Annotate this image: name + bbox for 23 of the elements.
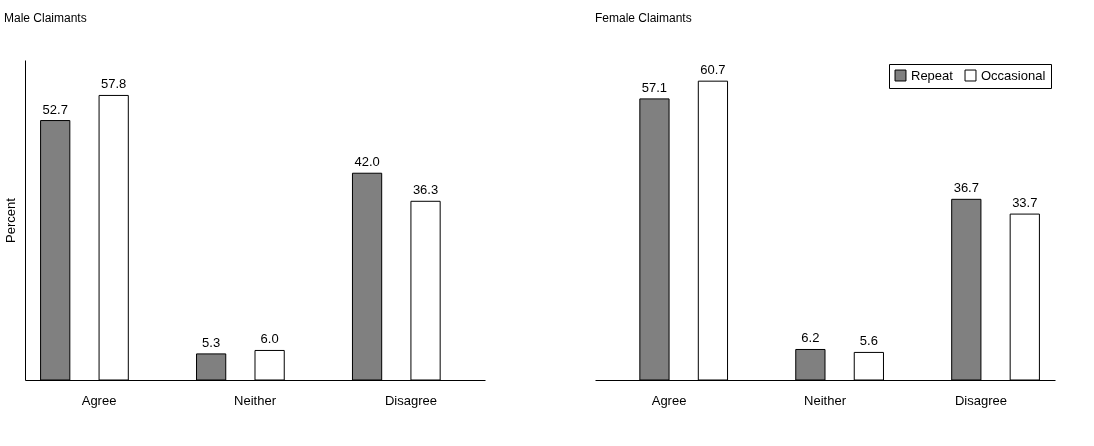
x-tick-label: Disagree (384, 392, 437, 408)
x-tick-label: Agree (81, 392, 117, 408)
chart-title: Male Claimants (4, 11, 87, 25)
x-tick-label: Neither (804, 392, 847, 408)
x-tick-label: Disagree (954, 392, 1007, 408)
data-label: 6.0 (260, 331, 279, 347)
data-label: 5.3 (202, 334, 221, 350)
data-label: 42.0 (354, 154, 380, 170)
data-label: 5.6 (859, 333, 878, 349)
x-tick-label: Agree (651, 392, 687, 408)
legend-label: Repeat (911, 67, 954, 83)
data-label: 52.7 (42, 101, 68, 117)
chart-title: Female Claimants (595, 11, 692, 25)
data-label: 36.7 (953, 180, 979, 196)
legend-label: Occasional (981, 67, 1046, 83)
data-label: 36.3 (412, 182, 439, 198)
data-label: 6.2 (801, 330, 820, 346)
data-label: 57.1 (641, 79, 668, 95)
data-label: 33.7 (1012, 195, 1038, 211)
data-label: 60.7 (700, 62, 726, 78)
y-axis-title: Percent (2, 197, 18, 243)
data-label: 57.8 (101, 76, 127, 92)
x-tick-label: Neither (234, 392, 277, 408)
